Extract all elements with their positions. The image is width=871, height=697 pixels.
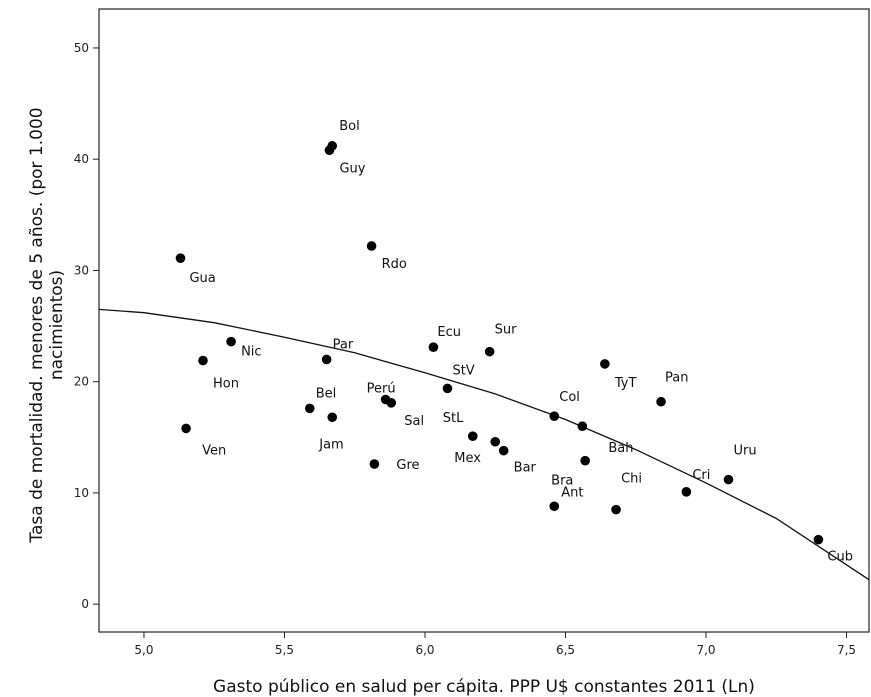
plot-area [98,8,870,633]
data-point-pan [656,396,666,407]
data-point-label: Jam [318,437,343,452]
data-point-label: Pan [665,371,688,386]
data-point-ecu [428,342,439,353]
data-point-label: Sur [495,323,517,338]
data-point-label: Guy [339,161,365,176]
data-point-label: Ecu [437,325,461,340]
data-point-label: Ant [561,485,583,500]
data-point-label: Cri [692,468,710,483]
x-tick-label: 5,0 [134,643,153,657]
data-point-sur [484,346,495,357]
data-point-label: Bah [608,441,633,456]
data-point-bar [498,445,509,456]
data-point-nic [226,336,236,347]
data-point-uru [723,474,734,485]
data-point-label: Bol [339,119,359,134]
data-point-bra [580,455,590,466]
data-point-hon [198,355,208,366]
data-point-jam [327,412,338,423]
x-tick-label: 6,5 [556,643,575,657]
x-tick-label: 5,5 [275,643,294,657]
x-tick-label: 7,5 [837,643,856,657]
data-point-cub [813,534,824,545]
data-point-label: Ven [202,443,226,458]
x-tick-label: 7,0 [696,643,715,657]
data-point-gua [175,253,186,263]
y-tick-label: 40 [74,152,89,166]
data-point-label: Col [559,390,580,405]
data-point-cri [681,487,692,497]
data-point-label: Bar [514,461,537,476]
data-point-label: TyT [614,376,637,391]
y-tick-label: 10 [74,486,89,500]
y-tick-label: 0 [81,597,89,611]
data-point-col [549,411,560,421]
y-axis: 0 10 20 30 40 50 [74,41,99,611]
data-points [175,141,824,545]
data-point-label: Par [333,337,354,352]
data-point-tyt [600,359,610,369]
data-point-stv [442,383,453,394]
data-point-mex [490,436,501,447]
data-point-label: Bra [551,474,573,489]
y-tick-label: 20 [74,375,89,389]
data-point-label: Nic [241,345,261,360]
data-point-bah [577,421,588,431]
x-axis: 5,0 5,5 6,0 6,5 7,0 7,5 [134,632,856,657]
data-point-labels: Bol Guy Rdo Gua Nic Hon Ven Par Bel Jam Perú Sal Gre… [189,119,852,565]
data-point-ven [181,423,191,434]
data-point-label: Sal [404,414,424,429]
data-point-label: Bel [316,386,337,401]
y-tick-label: 50 [74,41,89,55]
y-axis-title-line-2: nacimientos) [47,270,67,380]
data-point-guy [324,145,335,156]
data-point-ant [549,501,560,512]
data-point-label: Mex [454,451,481,466]
data-point-rdo [366,241,377,251]
fit-curve [98,308,870,581]
data-point-stl [467,431,478,442]
data-point-label: StL [443,411,464,426]
data-point-label: Rdo [382,257,407,272]
data-point-label: StV [452,363,474,378]
data-point-label: Gua [189,271,215,286]
data-point-label: Hon [213,377,239,392]
data-point-label: Cub [827,550,853,565]
data-point-label: Chi [621,472,642,487]
x-axis-title: Gasto público en salud per cápita. PPP U… [213,677,755,697]
data-point-sal [386,398,397,408]
data-point-gre [369,459,380,469]
data-point-chi [611,504,621,515]
y-axis-title: Tasa de mortalidad. menores de 5 años. (… [27,107,67,543]
y-tick-label: 30 [74,263,89,277]
data-point-par [321,354,332,365]
x-tick-label: 6,0 [415,643,434,657]
y-axis-title-line-1: Tasa de mortalidad. menores de 5 años. (… [27,107,47,543]
data-point-label: Gre [396,458,419,473]
data-point-bel [304,403,315,414]
data-point-label: Perú [367,381,396,396]
data-point-label: Uru [733,444,756,459]
